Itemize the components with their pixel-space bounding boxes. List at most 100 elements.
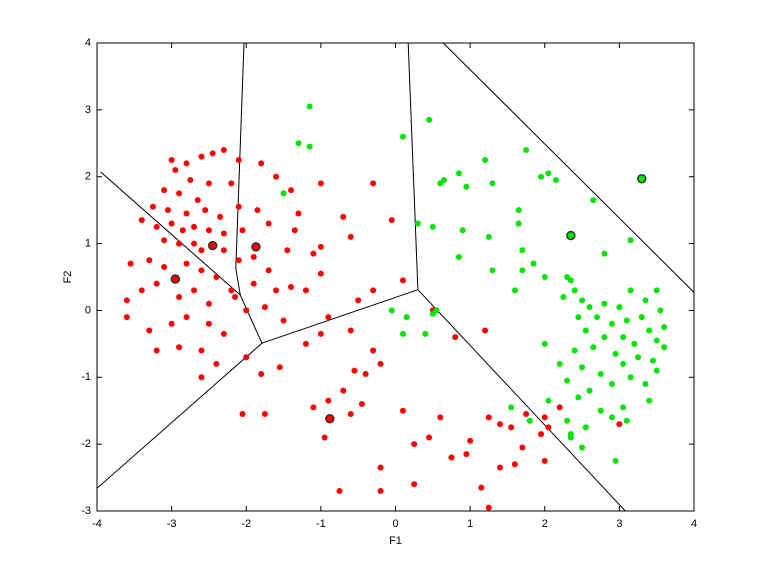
point [399, 407, 406, 414]
point [538, 173, 545, 180]
point [642, 380, 649, 387]
point [429, 223, 436, 230]
point [541, 457, 548, 464]
point [325, 397, 332, 404]
x-tick-label: 0 [392, 518, 398, 530]
point [153, 223, 160, 230]
point [205, 180, 212, 187]
point [508, 404, 515, 411]
voronoi-edges [97, 43, 694, 511]
point [280, 317, 287, 324]
point [370, 347, 377, 354]
point [426, 434, 433, 441]
point [232, 294, 239, 301]
point [638, 314, 645, 321]
point [310, 404, 317, 411]
centroid [251, 242, 261, 252]
point [138, 217, 145, 224]
point [161, 263, 168, 270]
point [146, 327, 153, 334]
point [519, 444, 526, 451]
point [523, 411, 530, 418]
point [306, 143, 313, 150]
point [183, 260, 190, 267]
point [265, 267, 272, 274]
point [422, 330, 429, 337]
point [579, 444, 586, 451]
y-tick-label: -1 [81, 371, 91, 383]
centroid [207, 240, 218, 251]
point [608, 320, 615, 327]
point [485, 504, 492, 511]
point [288, 187, 295, 194]
point [191, 240, 198, 247]
point [485, 414, 492, 421]
point [261, 304, 268, 311]
point [482, 157, 489, 163]
point [661, 324, 668, 331]
point [620, 404, 627, 411]
point [560, 294, 567, 301]
point [620, 334, 627, 341]
point [153, 280, 160, 287]
point [653, 287, 660, 294]
point [649, 357, 656, 364]
point [198, 267, 205, 274]
point [254, 207, 261, 214]
point [239, 227, 246, 234]
point [575, 394, 582, 401]
plot-area [96, 42, 695, 512]
point [198, 247, 205, 254]
point [646, 397, 653, 404]
point [153, 347, 160, 354]
point [239, 411, 246, 418]
point [351, 367, 358, 374]
point [463, 451, 470, 458]
point [377, 360, 384, 367]
point [146, 257, 153, 264]
point [601, 250, 608, 257]
point [489, 180, 496, 187]
point [388, 307, 395, 314]
point [355, 297, 362, 304]
point [635, 354, 642, 361]
y-tick-label: 2 [85, 171, 91, 183]
point [317, 270, 324, 277]
point [205, 300, 212, 307]
point [661, 344, 668, 351]
point [620, 360, 627, 367]
point [235, 157, 242, 163]
point [455, 170, 462, 177]
point [556, 404, 563, 411]
point [545, 424, 552, 431]
point [608, 414, 615, 421]
point [183, 160, 190, 167]
point [627, 374, 634, 381]
y-tick-label: 0 [85, 304, 91, 316]
point [623, 417, 630, 424]
y-tick-label: 4 [85, 37, 91, 49]
voronoi-edge [407, 43, 419, 290]
point [123, 314, 130, 321]
centroid [637, 173, 647, 184]
point [179, 227, 186, 234]
point [191, 223, 198, 230]
point [321, 434, 328, 441]
point [176, 294, 183, 301]
point [575, 314, 582, 321]
point [538, 431, 545, 438]
point [295, 140, 302, 147]
point [631, 340, 638, 347]
x-tick-label: 3 [616, 518, 622, 530]
point [265, 220, 272, 227]
point [235, 257, 242, 264]
point [191, 287, 198, 294]
x-tick-label: 4 [691, 518, 697, 530]
point [519, 267, 526, 274]
point [511, 287, 518, 294]
point [489, 267, 496, 274]
point [616, 304, 623, 311]
point [590, 197, 597, 204]
point [168, 220, 175, 227]
